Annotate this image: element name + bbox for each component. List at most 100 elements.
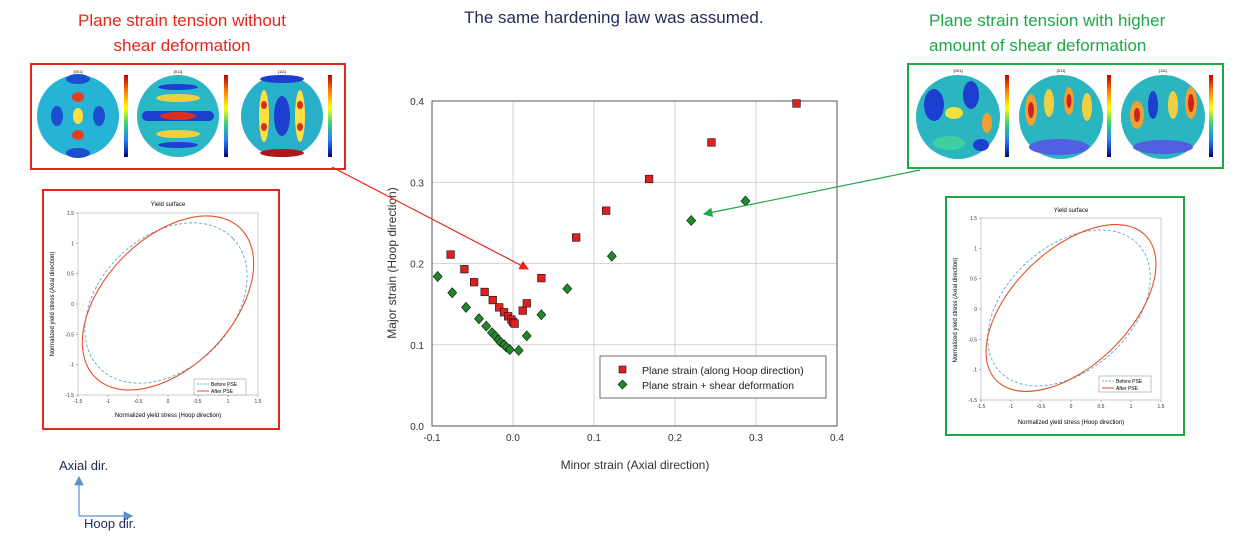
x-axis-label: Minor strain (Axial direction) <box>561 458 710 472</box>
yield-plot-frame <box>77 212 259 396</box>
square-point <box>537 274 546 283</box>
yield-y-tick: 0 <box>974 307 977 313</box>
pf-label: {011} <box>1056 68 1066 73</box>
axial-dir-label: Axial dir. <box>59 458 109 473</box>
yield-y-tick: -1 <box>70 363 75 369</box>
pole-figure-left-3: {111} <box>241 69 332 157</box>
y-tick-label: 0.4 <box>410 97 424 108</box>
yield-x-tick: 1 <box>227 399 230 405</box>
legend-series1: Plane strain (along Hoop direction) <box>642 365 804 377</box>
yield-x-tick: 0.5 <box>195 399 202 405</box>
pf-label: {001} <box>953 68 963 73</box>
y-tick-label: 0.0 <box>410 422 424 433</box>
square-point <box>470 278 479 287</box>
diamond-point <box>504 344 515 356</box>
yield-x-tick: 0 <box>167 399 170 405</box>
square-point <box>602 206 611 215</box>
yield-ylabel: Normalized yield stress (Axial direction… <box>50 251 56 356</box>
after-pse-curve <box>985 224 1157 392</box>
x-tick-label: -0.1 <box>423 433 441 444</box>
pf-label: {011} <box>173 69 183 74</box>
pf-label: {001} <box>73 69 83 74</box>
legend-before: Before PSE <box>1116 379 1143 385</box>
yield-y-tick: 0.5 <box>67 272 74 278</box>
legend-series2: Plane strain + shear deformation <box>642 380 794 392</box>
square-point <box>495 303 504 312</box>
pole-figure-right-2: {011} <box>1019 68 1111 159</box>
main-scatter-chart: -0.1 0.0 0.1 0.2 0.3 0.40.00.10.20.30.4 Plane… <box>385 97 844 472</box>
yield-x-tick: -1 <box>1009 404 1014 410</box>
yield-x-tick: -1 <box>106 399 111 405</box>
pole-figure-right-3: {111} <box>1121 68 1213 159</box>
square-point <box>446 250 455 259</box>
after-pse-curve <box>81 215 255 391</box>
left-title: Plane strain tension without shear defor… <box>30 8 334 58</box>
yield-x-tick: 0 <box>1070 404 1073 410</box>
left-yield-chart: Yield surface -1.5 -1 -0.5 0 0.5 1 1.5 1.5 1 0.5 0… <box>50 202 262 419</box>
square-point <box>518 306 527 315</box>
yield-title: Yield surface <box>151 202 186 208</box>
left-pole-figures: {001} {011} {111} <box>37 69 332 158</box>
square-point <box>480 287 489 297</box>
pf-label: {111} <box>278 69 287 74</box>
yield-xlabel: Normalized yield stress (Hoop direction) <box>115 413 221 419</box>
y-tick-label: 0.2 <box>410 260 424 271</box>
x-tick-label: 0.3 <box>749 433 763 444</box>
right-yield-chart: Yield surface -1.5 -1 -0.5 0 0.5 1 1.5 1.5 1 0.5 0… <box>953 208 1165 426</box>
yield-y-tick: -0.5 <box>968 337 977 343</box>
center-title: The same hardening law was assumed. <box>464 8 764 27</box>
yield-y-tick: 1.5 <box>67 211 74 217</box>
yield-ylabel: Normalized yield stress (Axial direction… <box>953 257 959 362</box>
yield-y-tick: -1 <box>973 368 978 374</box>
y-axis-label: Major strain (Hoop direction) <box>385 187 399 338</box>
square-point <box>572 233 581 242</box>
legend-before: Before PSE <box>211 382 238 388</box>
right-pole-figures-panel: {001} {011} {111} <box>907 63 1224 169</box>
yield-y-tick: 1 <box>974 246 977 252</box>
legend-after: After PSE <box>211 389 234 395</box>
yield-x-tick: 1 <box>1130 404 1133 410</box>
left-title-line1: Plane strain tension without <box>78 11 286 30</box>
diamond-point <box>606 250 617 262</box>
square-point <box>644 174 654 184</box>
legend-after: After PSE <box>1116 386 1139 392</box>
yield-y-tick: -1.5 <box>65 393 74 399</box>
diamond-point <box>474 313 484 325</box>
legend-diamond-marker <box>617 379 628 390</box>
right-title-line2: amount of shear deformation <box>929 36 1147 55</box>
left-yield-panel: Yield surface -1.5 -1 -0.5 0 0.5 1 1.5 1.5 1 0.5 0… <box>42 189 280 430</box>
yield-x-tick: -1.5 <box>977 404 986 410</box>
yield-x-tick: 1.5 <box>255 399 262 405</box>
diamond-point <box>521 330 532 342</box>
x-tick-label: 0.1 <box>587 433 601 444</box>
y-tick-label: 0.1 <box>410 341 424 352</box>
yield-x-tick: -1.5 <box>74 399 83 405</box>
yield-y-tick: -0.5 <box>65 332 74 338</box>
pf-label: {111} <box>1159 68 1168 73</box>
yield-xlabel: Normalized yield stress (Hoop direction) <box>1018 420 1124 426</box>
yield-x-tick: 0.5 <box>1098 404 1105 410</box>
yield-y-tick: 0.5 <box>970 277 977 283</box>
before-pse-curve <box>84 222 248 384</box>
y-tick-label: 0.3 <box>410 178 424 189</box>
square-point <box>522 299 531 308</box>
left-pole-figures-panel: {001} {011} {111} <box>30 63 346 170</box>
yield-y-tick: 1.5 <box>970 216 977 222</box>
yield-plot-frame <box>980 217 1162 401</box>
yield-title: Yield surface <box>1054 208 1089 214</box>
square-point <box>792 99 801 108</box>
right-title-line1: Plane strain tension with higher <box>929 11 1166 30</box>
yield-x-tick: -0.5 <box>134 399 143 405</box>
square-point <box>707 138 716 147</box>
yield-y-tick: 0 <box>71 302 74 308</box>
diamond-point <box>686 214 697 226</box>
diamond-point <box>481 320 492 332</box>
diamond-point <box>447 287 458 299</box>
diamond-point <box>461 301 471 313</box>
x-tick-label: 0.0 <box>506 433 520 444</box>
yield-y-tick: 1 <box>71 241 74 247</box>
square-point <box>488 295 497 305</box>
hoop-dir-label: Hoop dir. <box>84 516 137 531</box>
yield-y-tick: -1.5 <box>968 398 977 404</box>
pole-figure-left-2: {011} <box>137 69 228 157</box>
